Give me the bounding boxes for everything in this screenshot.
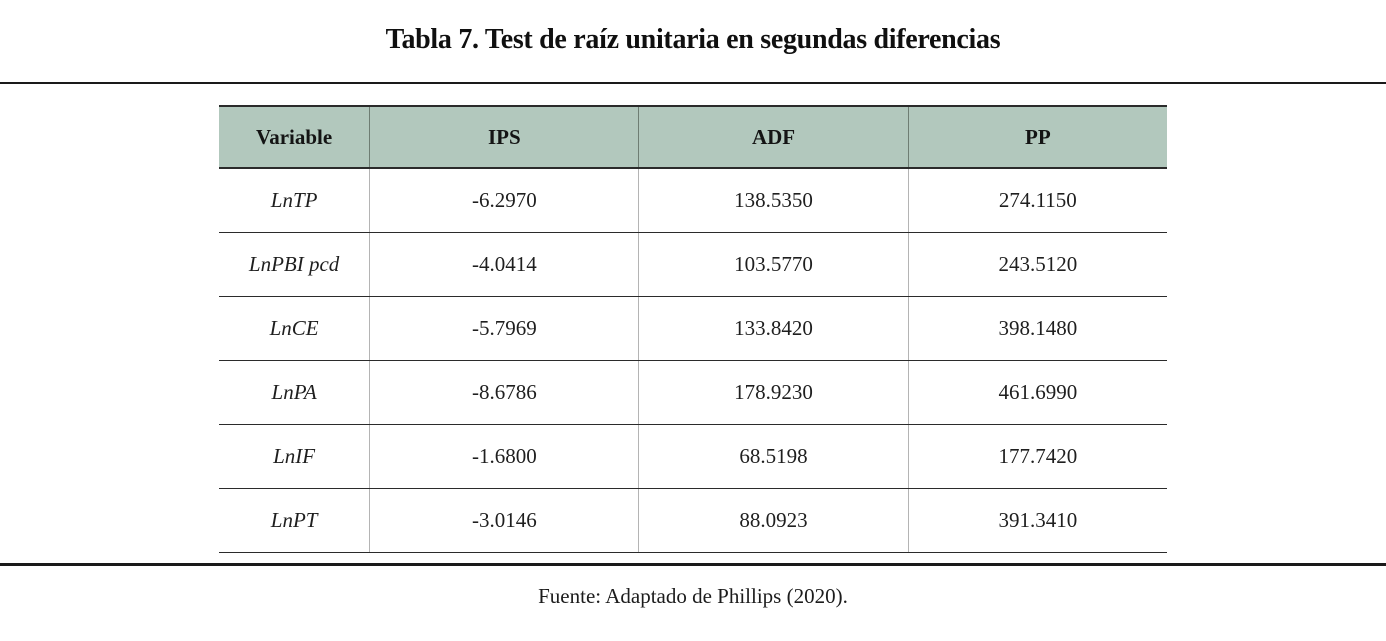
value-cell: 461.6990 [907, 360, 1167, 425]
source-note: Fuente: Adaptado de Phillips (2020). [538, 584, 848, 608]
table-header: Variable IPS ADF PP [219, 105, 1167, 169]
value-cell: -1.6800 [369, 424, 639, 489]
variable-cell: LnIF [219, 424, 370, 489]
table-row: LnPBI pcd -4.0414 103.5770 243.5120 [219, 232, 1167, 297]
table-row: LnTP -6.2970 138.5350 274.1150 [219, 168, 1167, 233]
table-row: LnCE -5.7969 133.8420 398.1480 [219, 296, 1167, 361]
table-row: LnPT -3.0146 88.0923 391.3410 [219, 488, 1167, 553]
value-cell: 133.8420 [638, 296, 909, 361]
value-cell: 391.3410 [907, 488, 1167, 553]
column-header-ips: IPS [369, 105, 639, 169]
data-table: Variable IPS ADF PP LnTP -6.2970 138.5350 2… [219, 105, 1167, 553]
unit-root-table: Variable IPS ADF PP LnTP -6.2970 138.5350 2… [219, 105, 1167, 553]
value-cell: 138.5350 [638, 168, 909, 233]
value-cell: -8.6786 [369, 360, 639, 425]
value-cell: 178.9230 [638, 360, 909, 425]
column-header-pp: PP [907, 105, 1167, 169]
value-cell: -6.2970 [369, 168, 639, 233]
value-cell: 177.7420 [907, 424, 1167, 489]
column-header-adf: ADF [638, 105, 909, 169]
table-row: LnIF -1.6800 68.5198 177.7420 [219, 424, 1167, 489]
variable-cell: LnCE [219, 296, 370, 361]
header-row: Variable IPS ADF PP [219, 105, 1167, 169]
variable-cell: LnTP [219, 168, 370, 233]
value-cell: 243.5120 [907, 232, 1167, 297]
table-row: LnPA -8.6786 178.9230 461.6990 [219, 360, 1167, 425]
value-cell: -3.0146 [369, 488, 639, 553]
value-cell: 274.1150 [907, 168, 1167, 233]
value-cell: 68.5198 [638, 424, 909, 489]
value-cell: 88.0923 [638, 488, 909, 553]
variable-cell: LnPA [219, 360, 370, 425]
horizontal-rule-above-source [0, 563, 1386, 566]
horizontal-rule-under-title [0, 82, 1386, 84]
table-body: LnTP -6.2970 138.5350 274.1150 LnPBI pcd -4.0… [219, 168, 1167, 553]
value-cell: -4.0414 [369, 232, 639, 297]
column-header-variable: Variable [219, 105, 370, 169]
value-cell: 103.5770 [638, 232, 909, 297]
variable-cell: LnPBI pcd [219, 232, 370, 297]
table-title: Tabla 7. Test de raíz unitaria en segund… [385, 24, 1001, 55]
variable-cell: LnPT [219, 488, 370, 553]
value-cell: 398.1480 [907, 296, 1167, 361]
value-cell: -5.7969 [369, 296, 639, 361]
